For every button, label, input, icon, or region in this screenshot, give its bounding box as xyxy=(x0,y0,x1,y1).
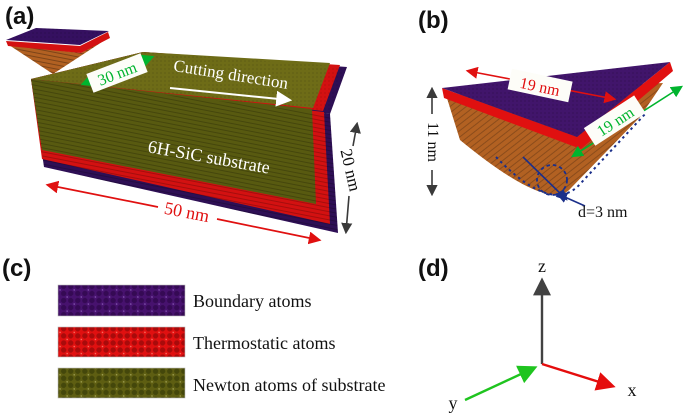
tip-dashed-circle xyxy=(536,164,568,196)
axis-y-arrow xyxy=(464,365,538,402)
panel-a-label: (a) xyxy=(5,3,34,30)
panel-a: (a) 30 nm xyxy=(5,3,365,245)
legend-swatch-thermostatic xyxy=(57,326,186,358)
panel-b: (b) d=3 nm 11 nm 19 nm xyxy=(418,7,684,221)
legend-label-boundary: Boundary atoms xyxy=(193,291,312,311)
legend-label-newton: Newton atoms of substrate xyxy=(193,375,385,395)
panel-d-label: (d) xyxy=(418,255,449,282)
edge-dimension-red-label-bg xyxy=(507,68,573,103)
tool-a-thermostatic-rim xyxy=(6,32,110,53)
tool-a-body-texture xyxy=(9,38,108,74)
tip-pointer-arrow xyxy=(555,192,586,207)
height-dimension-a: 20 nm xyxy=(336,121,365,235)
cutting-tool xyxy=(6,28,110,74)
legend-label-thermostatic: Thermostatic atoms xyxy=(193,333,335,353)
edge-dimension-green-label-bg xyxy=(583,95,646,146)
panel-c-label: (c) xyxy=(2,255,31,282)
legend-item-boundary: Boundary atoms xyxy=(57,284,312,317)
legend-item-newton: Newton atoms of substrate xyxy=(57,367,385,399)
tool-a-top-texture xyxy=(6,28,109,45)
legend-swatch-boundary xyxy=(57,284,186,317)
tip-diameter-line xyxy=(522,156,568,201)
height-dimension-a-arrow-top xyxy=(349,121,361,147)
panel-c: (c) Boundary atoms Thermostatic atoms Ne… xyxy=(2,255,385,399)
coordinate-axes: z x y xyxy=(449,256,637,413)
axis-x-arrow xyxy=(541,362,616,391)
panel-b-label: (b) xyxy=(418,7,449,34)
substrate-front-texture xyxy=(31,79,338,233)
length-dimension-arrow-left xyxy=(45,180,159,208)
legend-swatch-newton xyxy=(57,367,186,399)
axis-z-label: z xyxy=(538,256,546,276)
legend: Boundary atoms Thermostatic atoms Newton… xyxy=(57,284,385,399)
axis-y-label: y xyxy=(449,393,458,413)
length-dimension-arrow-right xyxy=(216,218,322,245)
height-dimension-a-arrow-bottom xyxy=(341,195,353,235)
height-dimension-a-label: 20 nm xyxy=(336,147,364,193)
legend-item-thermostatic: Thermostatic atoms xyxy=(57,326,335,358)
width-dimension-label-bg xyxy=(86,53,148,93)
height-dimension-b-label: 11 nm xyxy=(424,122,441,162)
cutting-direction-arrow xyxy=(169,87,293,107)
axis-x-label: x xyxy=(628,380,637,400)
panel-d: (d) z x y xyxy=(418,255,637,413)
tip-dashed-outline xyxy=(495,112,647,196)
height-dimension-b: 11 nm xyxy=(424,86,441,197)
tip-annotation: d=3 nm xyxy=(495,112,647,221)
tip-diameter-label: d=3 nm xyxy=(578,204,628,221)
